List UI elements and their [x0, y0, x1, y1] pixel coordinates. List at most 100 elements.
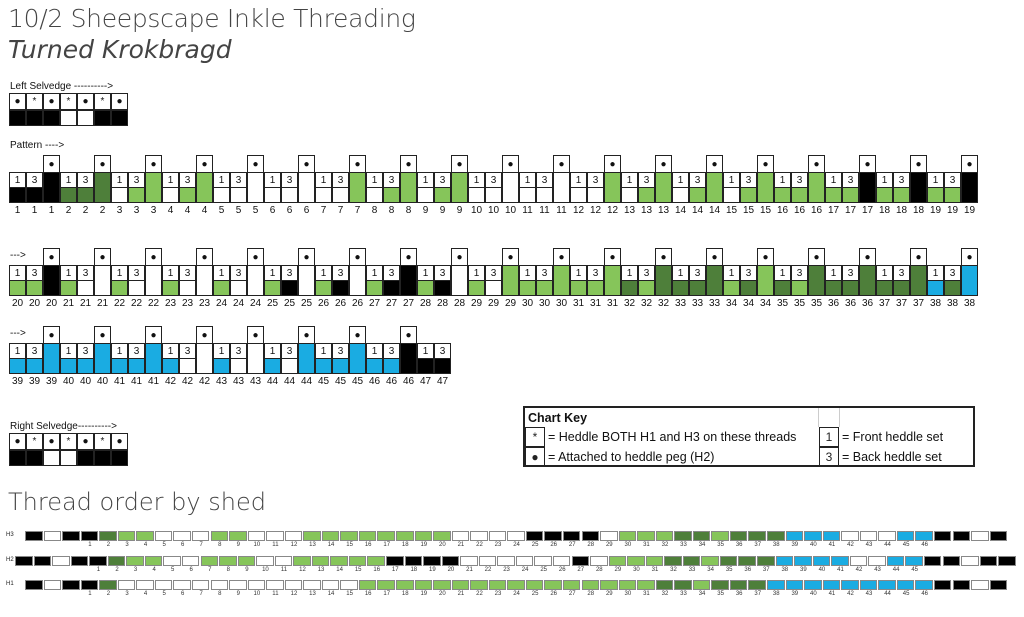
h1-strip-cell [43, 580, 62, 590]
h1-strip-cell [933, 580, 952, 590]
h3-strip-number: 6 [180, 542, 185, 548]
h1-strip-cell [841, 580, 859, 590]
h3-strip-number: 7 [199, 542, 203, 548]
h3-strip-number: 36 [735, 542, 743, 548]
h3-strip-cell [229, 531, 247, 541]
h3-strip-cell [99, 531, 117, 541]
h1-strip-number: 27 [568, 591, 576, 597]
h3-strip-number: 23 [494, 542, 502, 548]
thread-number: 2 [99, 205, 106, 216]
h1-strip-cell [303, 580, 321, 590]
h3-thread-cell [689, 187, 706, 203]
peg-dot-cell: ● [349, 248, 366, 266]
h2-strip-cell [682, 556, 701, 566]
h1-label-cell: 1 [9, 343, 26, 359]
thread-number: 45 [334, 376, 347, 387]
h3-thread-cell [383, 187, 400, 203]
h1-strip-cell [414, 580, 433, 590]
h1-label-cell: 1 [468, 265, 485, 281]
h1-strip-number: 26 [550, 591, 557, 597]
h1-strip-number: 28 [587, 591, 595, 597]
h1-strip-cell [971, 580, 989, 590]
thread-number: 10 [487, 205, 500, 216]
thread-number: 4 [184, 205, 191, 216]
right-selvedge-symbol-cell: * [26, 433, 43, 450]
thread-number: 5 [218, 205, 225, 216]
h1-strip-number: 41 [828, 591, 836, 597]
peg-thread-cell [349, 343, 366, 374]
h3-strip-cell [562, 531, 581, 541]
h1-strip-number: 36 [735, 591, 743, 597]
thread-number: 44 [283, 376, 296, 387]
h2-strip-number: 37 [762, 567, 770, 573]
h3-thread-cell [893, 187, 910, 203]
h1-thread-cell [213, 280, 230, 296]
h3-strip-cell [581, 531, 600, 541]
right-selvedge-color-cell [77, 450, 94, 466]
h3-strip-number: 19 [420, 542, 428, 548]
h1-thread-cell [111, 187, 128, 203]
thread-number: 4 [167, 205, 174, 216]
h2-strip-number: 17 [391, 567, 399, 573]
h2-strip-number: 21 [466, 567, 473, 573]
h1-label-cell: 1 [162, 343, 179, 359]
peg-thread-cell [451, 265, 468, 296]
h3-strip-cell [971, 531, 989, 541]
h3-label-cell: 3 [383, 265, 400, 281]
h1-label-cell: 1 [621, 172, 638, 188]
h2-strip-number: 20 [447, 567, 455, 573]
h1-strip-cell [377, 580, 395, 590]
h3-label-cell: 3 [128, 265, 145, 281]
thread-number: 18 [878, 205, 891, 216]
shed-label-h3: H3 [6, 532, 14, 538]
h1-label-cell: 1 [927, 172, 944, 188]
thread-number: 47 [436, 376, 449, 387]
thread-number: 45 [317, 376, 330, 387]
peg-thread-cell [859, 172, 876, 203]
thread-number: 37 [895, 298, 908, 309]
h3-strip-cell [358, 531, 377, 541]
h1-label-cell: 1 [9, 172, 26, 188]
thread-number: 12 [606, 205, 619, 216]
peg-thread-cell [553, 172, 570, 203]
thread-number: 30 [538, 298, 551, 309]
h2-strip-cell [979, 556, 998, 566]
h2-strip-cell [52, 556, 70, 566]
thread-number: 30 [521, 298, 534, 309]
thread-number: 11 [539, 205, 550, 216]
peg-dot-cell: ● [94, 326, 111, 344]
h2-strip-cell [812, 556, 831, 566]
h3-strip-number: 1 [88, 542, 92, 548]
h1-strip-number: 6 [180, 591, 185, 597]
h3-label-cell: 3 [638, 172, 655, 188]
h3-label-cell: 3 [179, 265, 196, 281]
thread-number: 14 [674, 205, 687, 216]
h3-strip-cell [729, 531, 748, 541]
h1-thread-cell [723, 187, 740, 203]
h1-strip-cell [80, 580, 99, 590]
h3-strip-number: 15 [346, 542, 353, 548]
h1-strip-cell [62, 580, 80, 590]
thread-number: 27 [368, 298, 381, 309]
h2-strip-number: 10 [262, 567, 269, 573]
h3-label-cell: 3 [383, 343, 400, 359]
h3-strip-cell [340, 531, 358, 541]
left-selvedge-color-cell [111, 110, 128, 126]
peg-thread-cell [808, 172, 825, 203]
h1-thread-cell [162, 187, 179, 203]
h3-strip-number: 16 [364, 542, 372, 548]
thread-number: 6 [269, 205, 276, 216]
h3-thread-cell [128, 280, 145, 296]
h1-label-cell: 1 [213, 265, 230, 281]
h3-strip-cell [655, 531, 674, 541]
peg-dot-cell: ● [298, 248, 315, 266]
h1-strip-number: 43 [865, 591, 873, 597]
h3-strip-cell [321, 531, 340, 541]
h1-strip-number: 33 [680, 591, 687, 597]
h1-strip-cell [284, 580, 303, 590]
peg-thread-cell [961, 172, 978, 203]
h1-label-cell: 1 [417, 343, 434, 359]
thread-number: 46 [368, 376, 381, 387]
h1-label-cell: 1 [315, 343, 332, 359]
h3-strip-number: 32 [661, 542, 669, 548]
